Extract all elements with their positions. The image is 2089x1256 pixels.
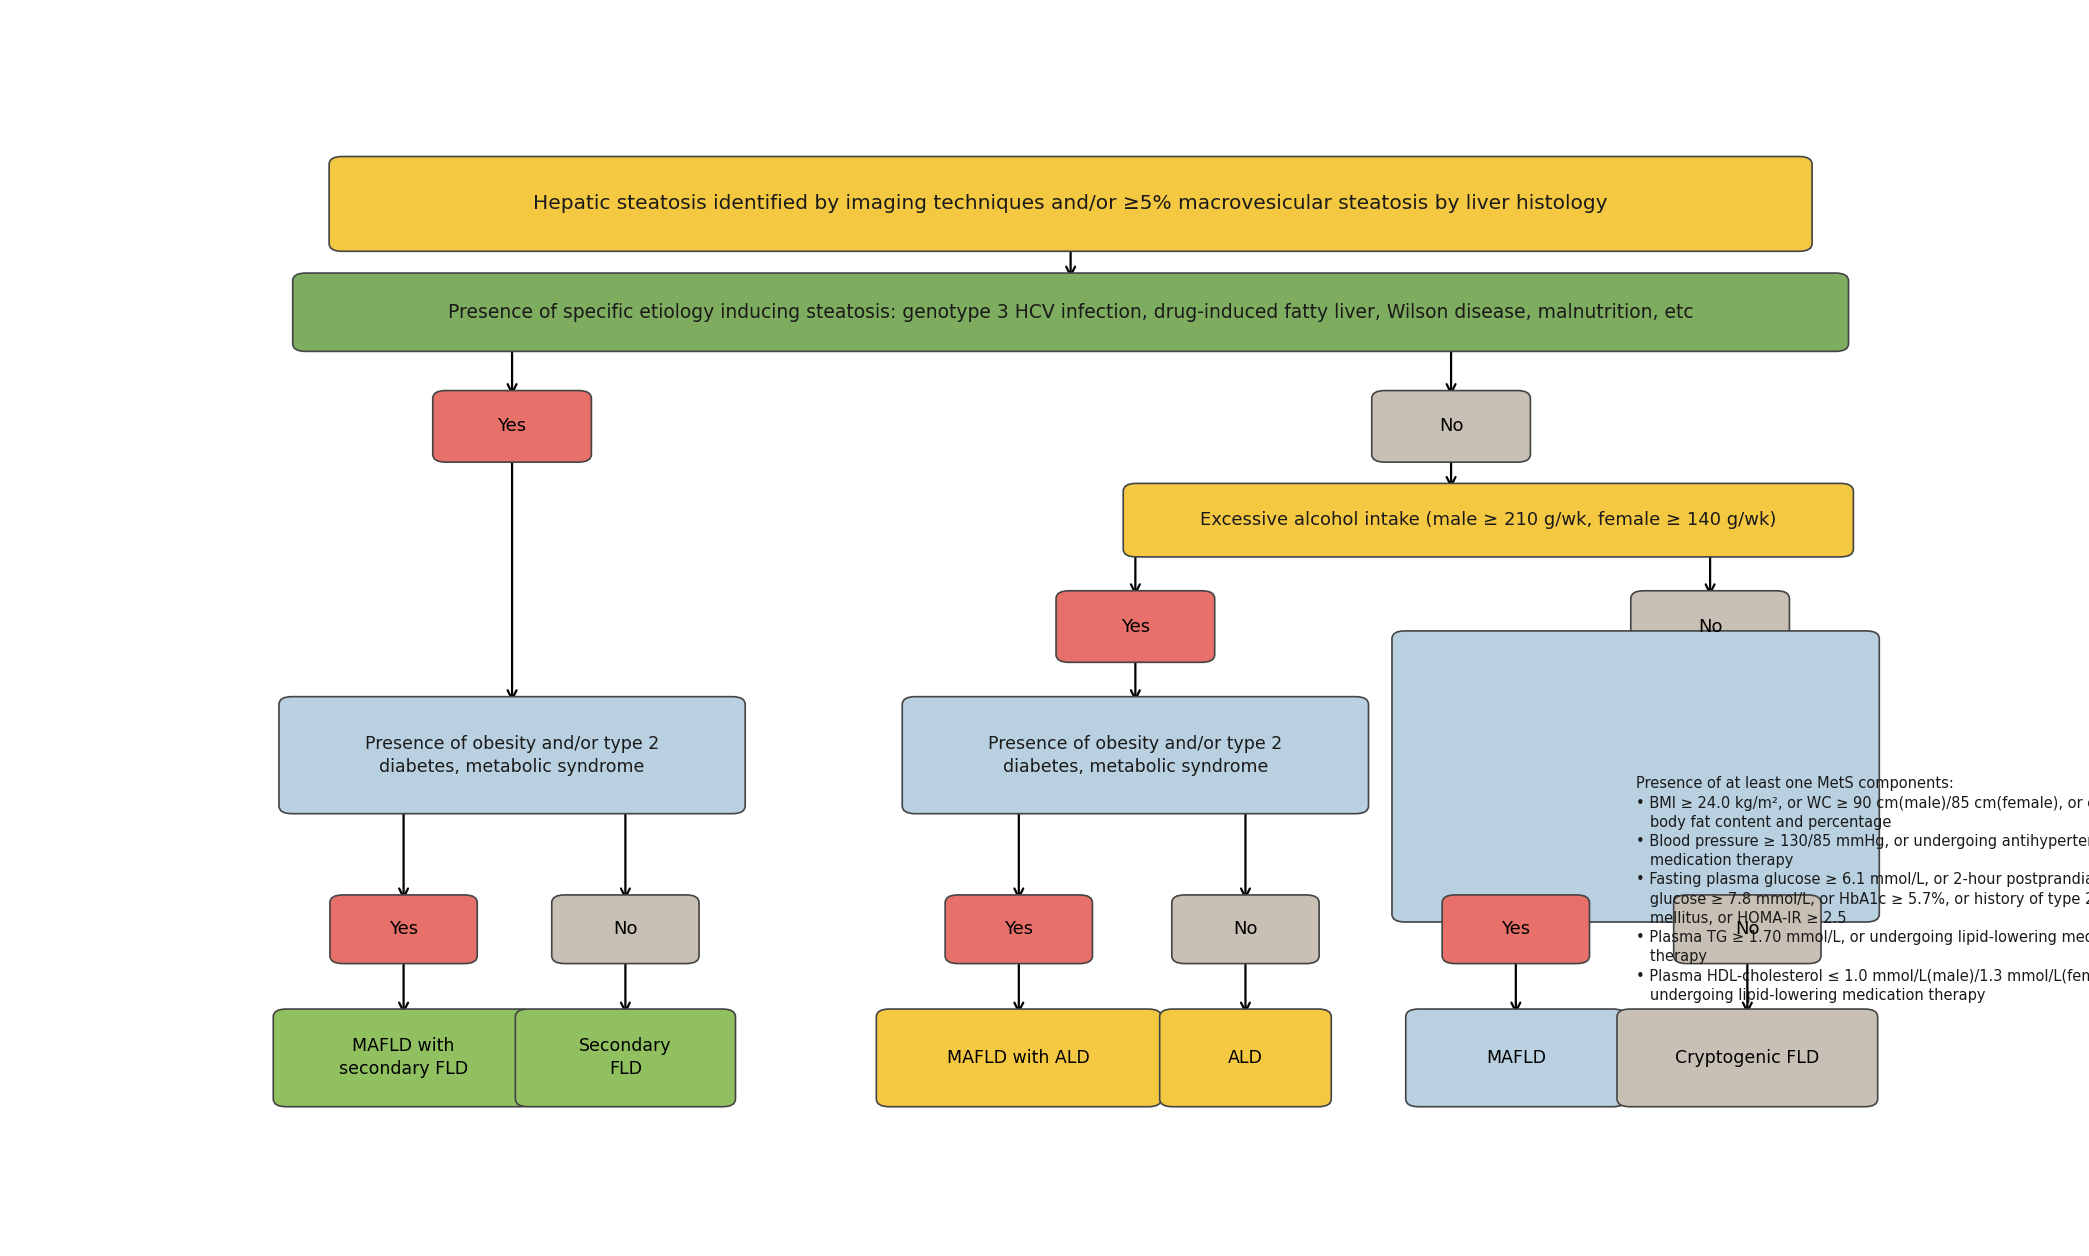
FancyBboxPatch shape — [1617, 1009, 1878, 1107]
Text: Secondary
FLD: Secondary FLD — [579, 1037, 673, 1079]
Text: MAFLD with
secondary FLD: MAFLD with secondary FLD — [338, 1037, 468, 1079]
FancyBboxPatch shape — [877, 1009, 1161, 1107]
FancyBboxPatch shape — [944, 896, 1093, 963]
Text: No: No — [1736, 921, 1759, 938]
FancyBboxPatch shape — [1372, 391, 1531, 462]
FancyBboxPatch shape — [1406, 1009, 1625, 1107]
Text: MAFLD with ALD: MAFLD with ALD — [948, 1049, 1090, 1066]
FancyBboxPatch shape — [1441, 896, 1590, 963]
FancyBboxPatch shape — [1391, 631, 1880, 922]
Text: No: No — [1439, 417, 1462, 436]
FancyBboxPatch shape — [280, 697, 746, 814]
FancyBboxPatch shape — [1172, 896, 1318, 963]
Text: Presence of obesity and/or type 2
diabetes, metabolic syndrome: Presence of obesity and/or type 2 diabet… — [366, 735, 660, 776]
Text: ALD: ALD — [1228, 1049, 1264, 1066]
Text: Yes: Yes — [1502, 921, 1531, 938]
Text: Yes: Yes — [389, 921, 418, 938]
Text: No: No — [1233, 921, 1258, 938]
FancyBboxPatch shape — [1673, 896, 1822, 963]
FancyBboxPatch shape — [902, 697, 1368, 814]
Text: Presence of specific etiology inducing steatosis: genotype 3 HCV infection, drug: Presence of specific etiology inducing s… — [447, 303, 1694, 322]
Text: Excessive alcohol intake (male ≥ 210 g/wk, female ≥ 140 g/wk): Excessive alcohol intake (male ≥ 210 g/w… — [1199, 511, 1776, 529]
Text: Hepatic steatosis identified by imaging techniques and/or ≥5% macrovesicular ste: Hepatic steatosis identified by imaging … — [533, 195, 1609, 214]
FancyBboxPatch shape — [274, 1009, 535, 1107]
Text: No: No — [614, 921, 637, 938]
FancyBboxPatch shape — [1159, 1009, 1331, 1107]
Text: MAFLD: MAFLD — [1485, 1049, 1546, 1066]
FancyBboxPatch shape — [330, 896, 476, 963]
FancyBboxPatch shape — [330, 157, 1811, 251]
Text: Cryptogenic FLD: Cryptogenic FLD — [1675, 1049, 1820, 1066]
FancyBboxPatch shape — [432, 391, 591, 462]
Text: No: No — [1698, 618, 1721, 636]
FancyBboxPatch shape — [1632, 590, 1790, 662]
FancyBboxPatch shape — [1057, 590, 1214, 662]
Text: Presence of obesity and/or type 2
diabetes, metabolic syndrome: Presence of obesity and/or type 2 diabet… — [988, 735, 1283, 776]
FancyBboxPatch shape — [551, 896, 700, 963]
Text: Yes: Yes — [1122, 618, 1149, 636]
FancyBboxPatch shape — [1124, 484, 1853, 556]
FancyBboxPatch shape — [516, 1009, 735, 1107]
Text: Presence of at least one MetS components:
• BMI ≥ 24.0 kg/m², or WC ≥ 90 cm(male: Presence of at least one MetS components… — [1636, 776, 2089, 1002]
Text: Yes: Yes — [497, 417, 526, 436]
FancyBboxPatch shape — [292, 273, 1849, 352]
Text: Yes: Yes — [1005, 921, 1034, 938]
